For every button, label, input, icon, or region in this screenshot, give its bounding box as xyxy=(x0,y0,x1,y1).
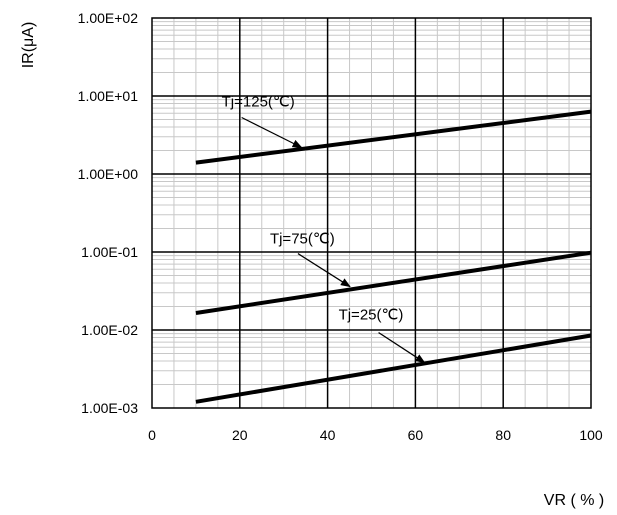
y-axis-label: IR(μA) xyxy=(20,22,37,69)
x-axis-label: VR ( % ) xyxy=(544,492,604,509)
y-tick-label: 1.00E-03 xyxy=(81,400,138,416)
y-tick-label: 1.00E+00 xyxy=(78,166,139,182)
x-tick-label: 20 xyxy=(232,427,248,443)
x-tick-label: 60 xyxy=(408,427,424,443)
series-layer xyxy=(195,109,592,404)
annotation-layer: Tj=125(℃) Tj=75(℃) Tj=25(℃) xyxy=(222,94,426,364)
series-line xyxy=(195,109,592,165)
annotation-label: Tj=75(℃) xyxy=(270,231,335,248)
y-tick-label: 1.00E-02 xyxy=(81,322,138,338)
annotation-label: Tj=25(℃) xyxy=(339,307,404,324)
x-tick-label: 80 xyxy=(495,427,511,443)
annotation-arrow xyxy=(241,116,303,149)
x-tick-label: 40 xyxy=(320,427,336,443)
x-tick-label: 100 xyxy=(579,427,603,443)
series-line xyxy=(195,333,592,404)
series-line xyxy=(195,250,592,316)
plot-border xyxy=(151,17,592,409)
x-tick-label: 0 xyxy=(148,427,156,443)
y-tick-label: 1.00E+02 xyxy=(78,10,139,26)
annotation-label: Tj=125(℃) xyxy=(222,94,295,111)
annotation-arrow xyxy=(297,253,351,288)
grid xyxy=(151,17,592,409)
y-tick-label: 1.00E+01 xyxy=(78,88,139,104)
tick-labels: 0 20 40 60 80 100 1.00E-03 1.00E-02 1.00E-01 1.00… xyxy=(78,10,603,443)
y-tick-label: 1.00E-01 xyxy=(81,244,138,260)
annotation-arrow xyxy=(378,332,426,364)
